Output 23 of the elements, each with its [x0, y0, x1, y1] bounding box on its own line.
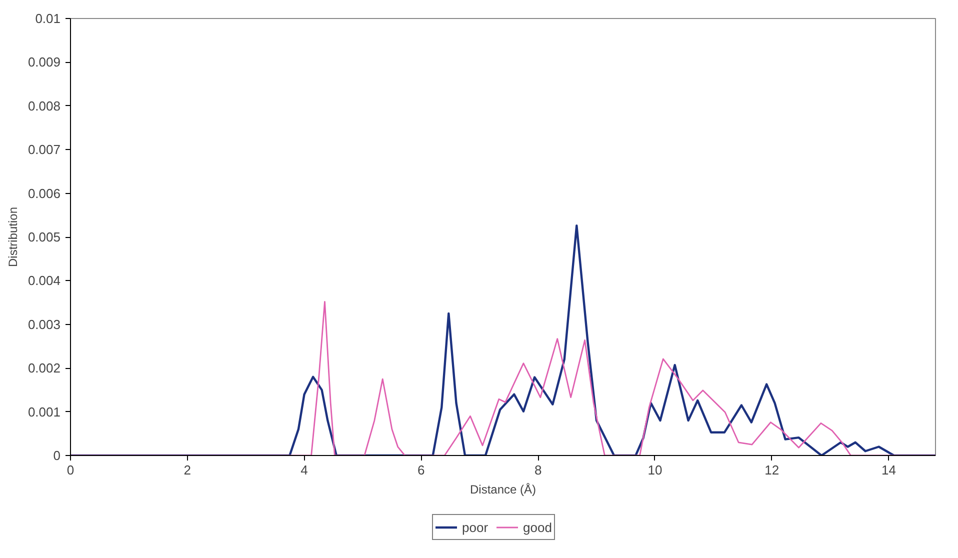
x-tick-label: 12: [764, 462, 780, 478]
y-tick-label: 0.008: [28, 98, 61, 114]
legend-label: poor: [462, 520, 488, 534]
y-tick-label: 0.007: [28, 142, 61, 158]
x-tick-label: 14: [882, 462, 896, 478]
x-tick-label: 4: [300, 462, 308, 478]
y-tick-label: 0: [53, 448, 61, 463]
y-tick-label: 0.001: [28, 404, 61, 420]
x-tick-label: 6: [418, 462, 425, 478]
y-tick-label: 0.003: [28, 316, 61, 332]
y-tick-label: 0.01: [35, 11, 61, 26]
y-tick-label: 0.004: [28, 273, 61, 288]
y-tick-label: 0.005: [28, 230, 61, 244]
x-tick-label: 2: [184, 462, 192, 478]
y-axis-title: Distribution: [6, 206, 20, 268]
legend-label: good: [523, 520, 552, 534]
x-axis-title: Distance (Å): [470, 482, 536, 496]
x-tick-label: 10: [648, 462, 662, 478]
x-tick-label: 0: [66, 462, 74, 478]
y-tick-label: 0.006: [28, 186, 61, 201]
y-tick-label: 0.002: [28, 360, 61, 376]
x-tick-label: 8: [534, 462, 542, 478]
y-tick-label: 0.009: [28, 54, 61, 70]
